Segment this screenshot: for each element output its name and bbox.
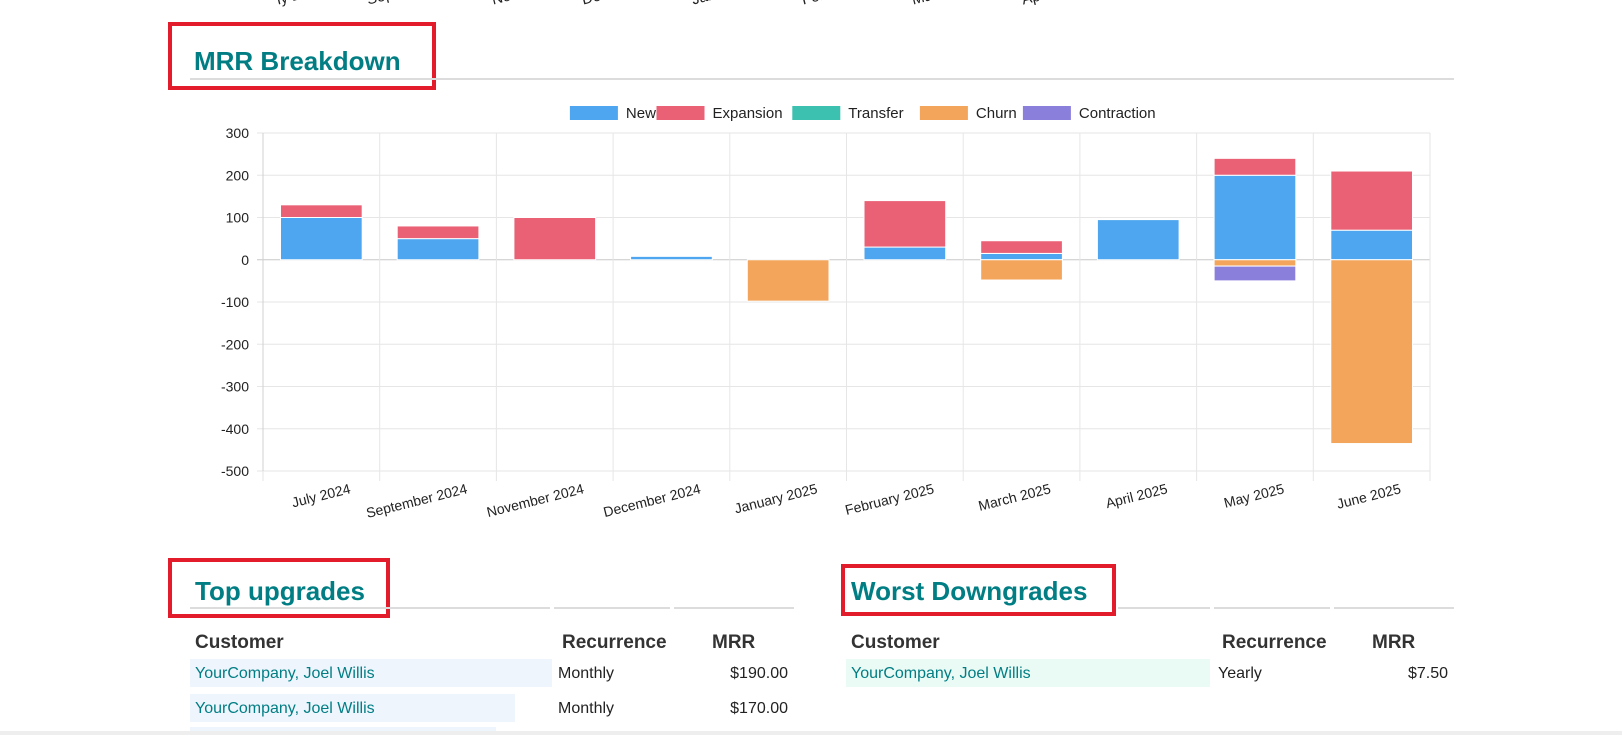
top-upgrades-recurrence-header[interactable]: Recurrence <box>562 632 667 653</box>
chart-bars <box>280 157 1413 445</box>
x-tick-label: December 2024 <box>602 480 703 520</box>
x-tick-label: June 2025 <box>1335 480 1403 511</box>
legend-item-transfer[interactable]: Transfer <box>792 105 904 122</box>
x-tick-label: November 2024 <box>485 480 586 520</box>
bar-segment-new <box>280 217 363 261</box>
customer-link[interactable]: YourCompany, Joel Willis <box>195 665 375 682</box>
recurrence-cell: Yearly <box>1218 665 1262 682</box>
bar-segment-churn <box>1213 259 1297 267</box>
legend-item-churn[interactable]: Churn <box>919 105 1017 122</box>
legend-item-expansion[interactable]: Expansion <box>656 105 783 122</box>
legend-swatch <box>919 106 968 120</box>
x-tick-label: March 2025 <box>977 480 1053 513</box>
bar-segment-churn <box>1330 259 1413 445</box>
upgrade-value-bar <box>190 659 552 687</box>
table-rule <box>1334 607 1454 609</box>
y-tick-label: -400 <box>221 421 249 437</box>
x-tick-label: July 2024 <box>290 480 352 510</box>
bar-segment-new <box>1330 229 1413 261</box>
legend-label: Contraction <box>1079 105 1156 122</box>
worst-downgrades-highlight <box>841 564 1116 616</box>
x-tick-label: February 2025 <box>843 480 935 518</box>
table-rule <box>1214 607 1330 609</box>
top-upgrades-mrr-header[interactable]: MRR <box>712 632 756 653</box>
legend-label: New <box>626 105 656 122</box>
mrr-cell: $170.00 <box>730 700 788 717</box>
mrr-breakdown-highlight <box>168 22 436 90</box>
bar-segment-contraction <box>1213 265 1297 282</box>
top-upgrades-title: Top upgrades <box>195 576 365 606</box>
y-tick-label: 200 <box>226 167 250 183</box>
legend-label: Expansion <box>713 105 783 122</box>
y-tick-label: 0 <box>241 252 249 268</box>
bar-segment-expansion <box>513 217 597 261</box>
bar-segment-expansion <box>1330 170 1413 231</box>
worst-downgrades-title: Worst Downgrades <box>851 576 1088 606</box>
bar-segment-new <box>980 252 1063 261</box>
legend-label: Churn <box>976 105 1017 122</box>
legend-item-new[interactable]: New <box>569 105 656 122</box>
table-rule <box>190 607 550 609</box>
bar-segment-expansion <box>396 225 480 240</box>
bar-segment-new <box>1096 219 1180 261</box>
mrr-cell: $7.50 <box>1407 665 1448 682</box>
x-tick-label: April 2025 <box>1104 480 1169 511</box>
x-tick-label: May 2025 <box>1222 480 1286 510</box>
downgrade-value-bar <box>846 659 1210 687</box>
bar-segment-new <box>396 238 480 261</box>
y-tick-label: 100 <box>226 210 250 226</box>
legend-swatch <box>569 106 618 120</box>
legend-swatch <box>1022 106 1071 120</box>
y-tick-label: -300 <box>221 379 249 395</box>
x-tick-label: September 2024 <box>364 480 469 521</box>
x-tick-label: January 2025 <box>733 480 819 516</box>
mrr-cell: $190.00 <box>730 665 788 682</box>
bar-segment-expansion <box>863 200 947 248</box>
section-divider <box>190 78 1454 80</box>
legend-swatch <box>792 106 841 120</box>
legend-label: Transfer <box>848 105 903 122</box>
bar-segment-new <box>1213 174 1297 261</box>
recurrence-cell: Monthly <box>558 700 615 717</box>
customer-link[interactable]: YourCompany, Joel Willis <box>195 700 375 717</box>
mrr-breakdown-chart: 300 200 100 0 -100 -200 -300 -400 -500 July 2024 S… <box>221 105 1431 521</box>
chart-grid <box>257 132 1431 481</box>
y-tick-label: 300 <box>226 125 250 141</box>
worst-downgrades-mrr-header[interactable]: MRR <box>1372 632 1416 653</box>
top-upgrades-highlight <box>168 558 390 618</box>
table-rule <box>674 607 794 609</box>
bar-segment-churn <box>980 259 1063 281</box>
table-rule <box>1118 607 1210 609</box>
bar-segment-expansion <box>280 204 363 218</box>
mrr-breakdown-title: MRR Breakdown <box>194 46 401 76</box>
worst-downgrades-customer-header[interactable]: Customer <box>851 632 940 653</box>
upgrade-value-bar <box>190 694 515 722</box>
page-bottom-edge <box>0 731 1622 735</box>
legend-item-contraction[interactable]: Contraction <box>1022 105 1156 122</box>
bar-segment-new <box>863 246 947 261</box>
y-tick-label: -100 <box>221 294 249 310</box>
bar-segment-expansion <box>980 240 1063 254</box>
y-tick-label: -200 <box>221 336 249 352</box>
bar-segment-expansion <box>1213 157 1297 176</box>
table-rule <box>554 607 670 609</box>
top-upgrades-customer-header[interactable]: Customer <box>195 632 284 653</box>
customer-link[interactable]: YourCompany, Joel Willis <box>851 665 1031 682</box>
worst-downgrades-recurrence-header[interactable]: Recurrence <box>1222 632 1327 653</box>
chart-legend[interactable]: New Expansion Transfer Churn Contraction <box>569 105 1156 122</box>
legend-swatch <box>656 106 705 120</box>
recurrence-cell: Monthly <box>558 665 615 682</box>
bar-segment-churn <box>746 259 830 302</box>
bar-segment-new <box>630 255 713 261</box>
y-tick-label: -500 <box>221 463 249 479</box>
